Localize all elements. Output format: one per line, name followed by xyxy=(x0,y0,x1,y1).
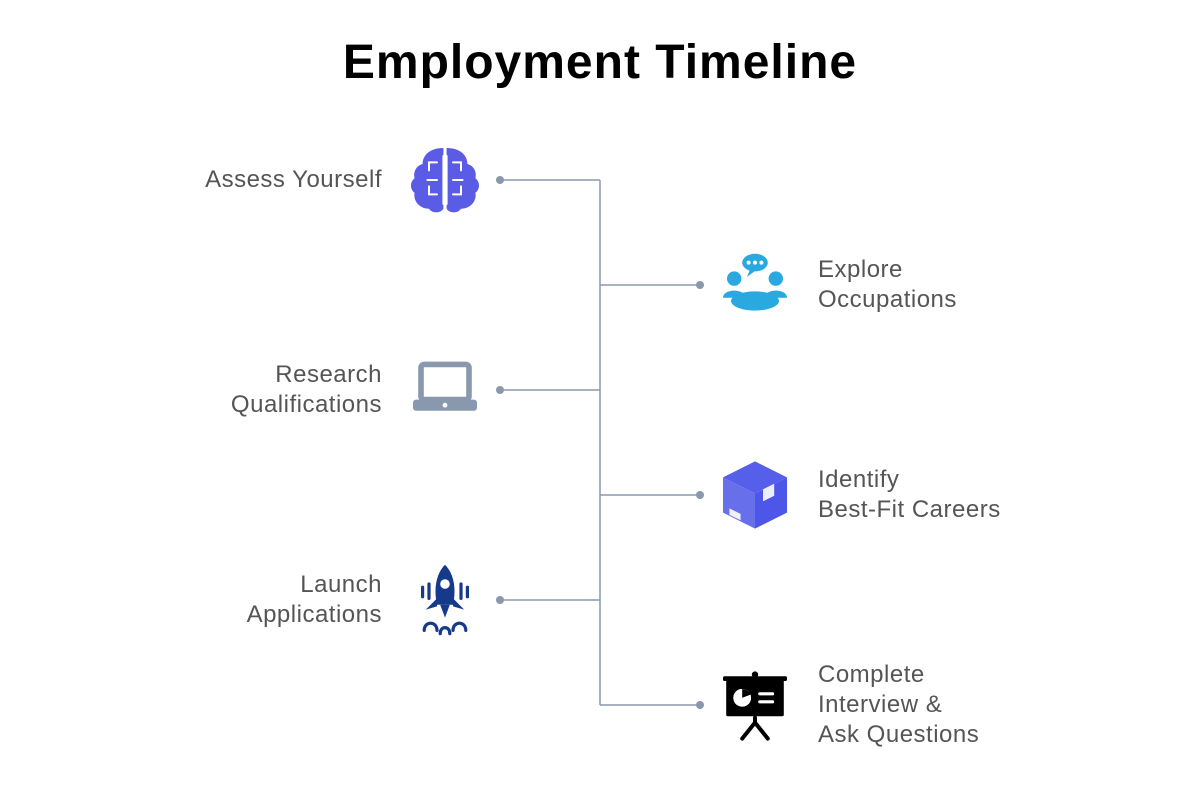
people-talk-icon xyxy=(710,240,800,330)
laptop-icon xyxy=(400,345,490,435)
page-title: Employment Timeline xyxy=(0,35,1200,90)
connector-lines xyxy=(0,120,1200,800)
step-label-identify: IdentifyBest-Fit Careers xyxy=(818,465,1001,525)
presentation-icon xyxy=(710,660,800,750)
step-label-research: ResearchQualifications xyxy=(231,360,382,420)
step-explore: ExploreOccupations xyxy=(710,240,957,330)
rocket-icon xyxy=(400,555,490,645)
step-label-explore: ExploreOccupations xyxy=(818,255,957,315)
step-label-launch: LaunchApplications xyxy=(247,570,382,630)
step-launch: LaunchApplications xyxy=(247,555,490,645)
timeline-diagram: Assess Yourself xyxy=(0,120,1200,800)
step-research: ResearchQualifications xyxy=(231,345,490,435)
brain-icon xyxy=(400,135,490,225)
step-assess: Assess Yourself xyxy=(205,135,490,225)
box-icon xyxy=(710,450,800,540)
step-label-interview: CompleteInterview &Ask Questions xyxy=(818,660,979,750)
step-identify: IdentifyBest-Fit Careers xyxy=(710,450,1001,540)
step-interview: CompleteInterview &Ask Questions xyxy=(710,660,979,750)
step-label-assess: Assess Yourself xyxy=(205,165,382,195)
